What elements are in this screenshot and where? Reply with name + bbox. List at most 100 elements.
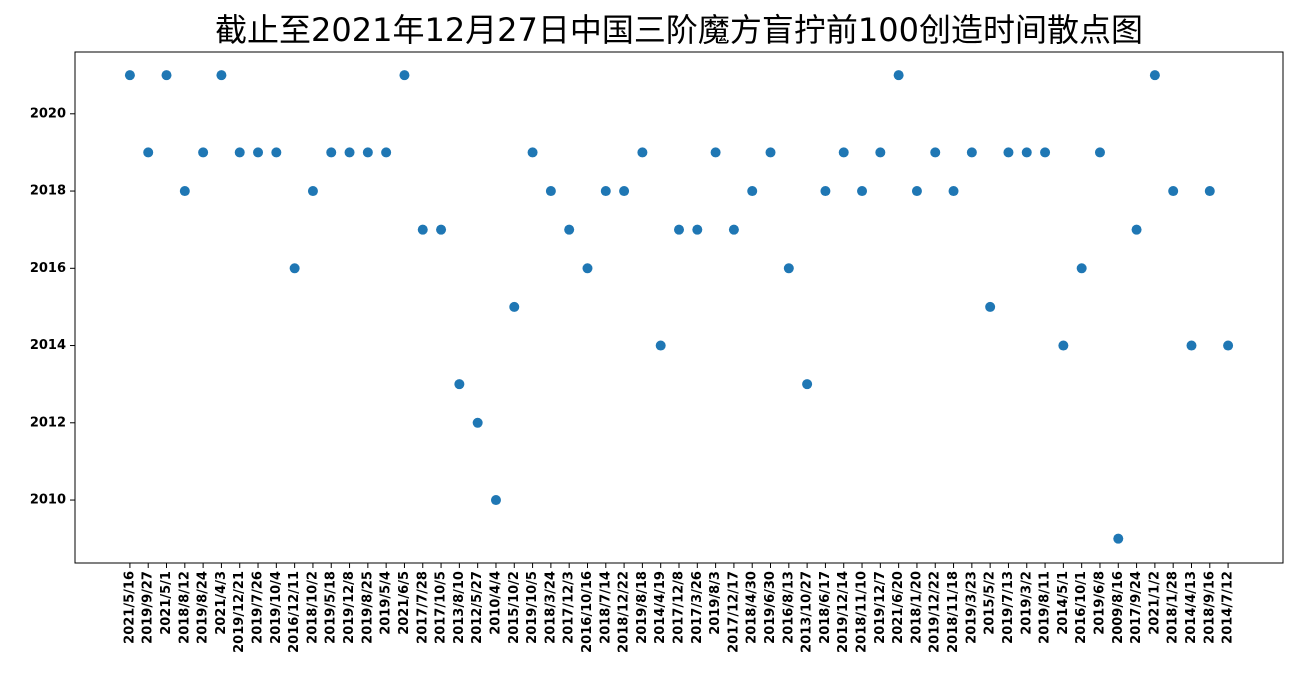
y-tick-label: 2010 — [30, 493, 66, 508]
x-tick-label: 2018/3/24 — [543, 571, 558, 644]
point — [783, 263, 794, 274]
x-tick-label: 2016/10/16 — [580, 571, 595, 653]
x-tick-label: 2013/8/10 — [452, 571, 467, 644]
x-tick-label: 2019/10/5 — [525, 571, 540, 644]
x-tick-label: 2021/4/3 — [214, 571, 229, 635]
point — [728, 224, 739, 235]
x-tick-label: 2010/4/4 — [488, 571, 503, 635]
x-tick-label: 2014/4/13 — [1184, 571, 1199, 644]
point — [289, 263, 300, 274]
point — [966, 147, 977, 158]
x-tick-label: 2021/1/2 — [1147, 571, 1162, 635]
x-tick-label: 2019/3/23 — [964, 571, 979, 644]
point — [143, 147, 154, 158]
point — [381, 147, 392, 158]
x-tick-label: 2021/6/20 — [891, 571, 906, 644]
point — [948, 186, 959, 197]
point — [124, 70, 135, 81]
x-tick-label: 2019/8/24 — [196, 571, 211, 644]
x-tick-label: 2019/5/4 — [379, 571, 394, 635]
point — [893, 70, 904, 81]
point — [198, 147, 209, 158]
x-tick-label: 2015/10/2 — [507, 571, 522, 644]
point — [436, 224, 447, 235]
x-tick-label: 2018/4/30 — [745, 571, 760, 644]
point — [674, 224, 684, 235]
x-tick-label: 2019/8/3 — [708, 571, 723, 635]
point — [454, 379, 465, 390]
point — [692, 224, 703, 235]
x-tick-label: 2018/11/10 — [855, 571, 870, 653]
x-tick-label: 2014/7/12 — [1221, 571, 1236, 644]
point — [619, 186, 630, 197]
point — [1003, 147, 1014, 158]
x-tick-label: 2021/6/5 — [397, 571, 412, 635]
point — [600, 186, 611, 197]
x-tick-label: 2019/8/25 — [360, 571, 375, 644]
x-tick-label: 2019/12/22 — [928, 571, 943, 653]
point — [344, 147, 355, 158]
x-tick-label: 2016/10/1 — [1074, 571, 1089, 644]
x-tick-label: 2018/12/22 — [617, 571, 632, 653]
point — [1223, 340, 1234, 351]
point — [362, 147, 373, 158]
point — [399, 70, 410, 81]
point — [527, 147, 538, 158]
x-tick-label: 2019/3/2 — [1019, 571, 1034, 635]
x-tick-label: 2017/12/17 — [726, 571, 741, 653]
x-tick-label: 2017/12/8 — [672, 571, 687, 644]
point — [820, 186, 831, 197]
x-tick-label: 2017/10/5 — [434, 571, 449, 644]
point — [1021, 147, 1032, 158]
x-tick-label: 2019/7/13 — [1001, 571, 1016, 644]
x-tick-label: 2019/7/26 — [251, 571, 266, 644]
point — [637, 147, 648, 158]
y-tick-label: 2012 — [30, 415, 66, 430]
x-tick-label: 2019/12/14 — [836, 571, 851, 653]
x-tick-label: 2017/7/28 — [415, 571, 430, 644]
x-tick-label: 2018/10/2 — [305, 571, 320, 644]
x-tick-label: 2019/12/7 — [873, 571, 888, 644]
point — [490, 495, 501, 506]
x-tick-label: 2009/8/16 — [1111, 571, 1126, 644]
x-tick-label: 2013/10/27 — [800, 571, 815, 653]
x-tick-label: 2019/5/18 — [324, 571, 339, 644]
x-tick-label: 2015/5/2 — [983, 571, 998, 635]
x-tick-label: 2018/6/17 — [818, 571, 833, 644]
point — [271, 147, 282, 158]
x-tick-label: 2018/7/14 — [598, 571, 613, 644]
x-tick-label: 2014/4/19 — [653, 571, 668, 644]
x-tick-label: 2018/1/28 — [1166, 571, 1181, 644]
point — [857, 186, 868, 197]
x-tick-label: 2018/11/18 — [946, 571, 961, 653]
point — [838, 147, 849, 158]
point — [911, 186, 922, 197]
point — [930, 147, 941, 158]
x-tick-label: 2018/1/20 — [909, 571, 924, 644]
point — [545, 186, 556, 197]
point — [747, 186, 758, 197]
point — [985, 301, 996, 312]
x-tick-label: 2021/5/16 — [122, 571, 137, 644]
point — [161, 70, 172, 81]
x-tick-label: 2019/6/8 — [1092, 571, 1107, 635]
x-tick-label: 2019/9/27 — [141, 571, 156, 644]
x-tick-label: 2019/12/8 — [342, 571, 357, 644]
point — [710, 147, 721, 158]
point — [1040, 147, 1051, 158]
x-tick-label: 2016/8/13 — [781, 571, 796, 644]
point — [655, 340, 666, 351]
point — [765, 147, 776, 158]
point — [1131, 224, 1142, 235]
point — [216, 70, 227, 81]
x-tick-label: 2017/9/24 — [1129, 571, 1144, 644]
point — [509, 301, 520, 312]
point — [1113, 533, 1124, 544]
x-tick-label: 2017/12/3 — [562, 571, 577, 644]
point — [1204, 186, 1215, 197]
y-tick-label: 2016 — [30, 261, 66, 276]
point — [1168, 186, 1179, 197]
point — [875, 147, 886, 158]
x-tick-label: 2012/5/27 — [470, 571, 485, 644]
x-tick-label: 2019/6/30 — [763, 571, 778, 644]
